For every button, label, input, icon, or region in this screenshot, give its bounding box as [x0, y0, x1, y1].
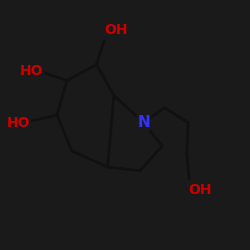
Text: OH: OH	[104, 23, 128, 37]
Text: HO: HO	[6, 116, 30, 130]
Text: HO: HO	[20, 64, 44, 78]
Text: OH: OH	[188, 183, 212, 197]
Text: N: N	[137, 115, 150, 130]
